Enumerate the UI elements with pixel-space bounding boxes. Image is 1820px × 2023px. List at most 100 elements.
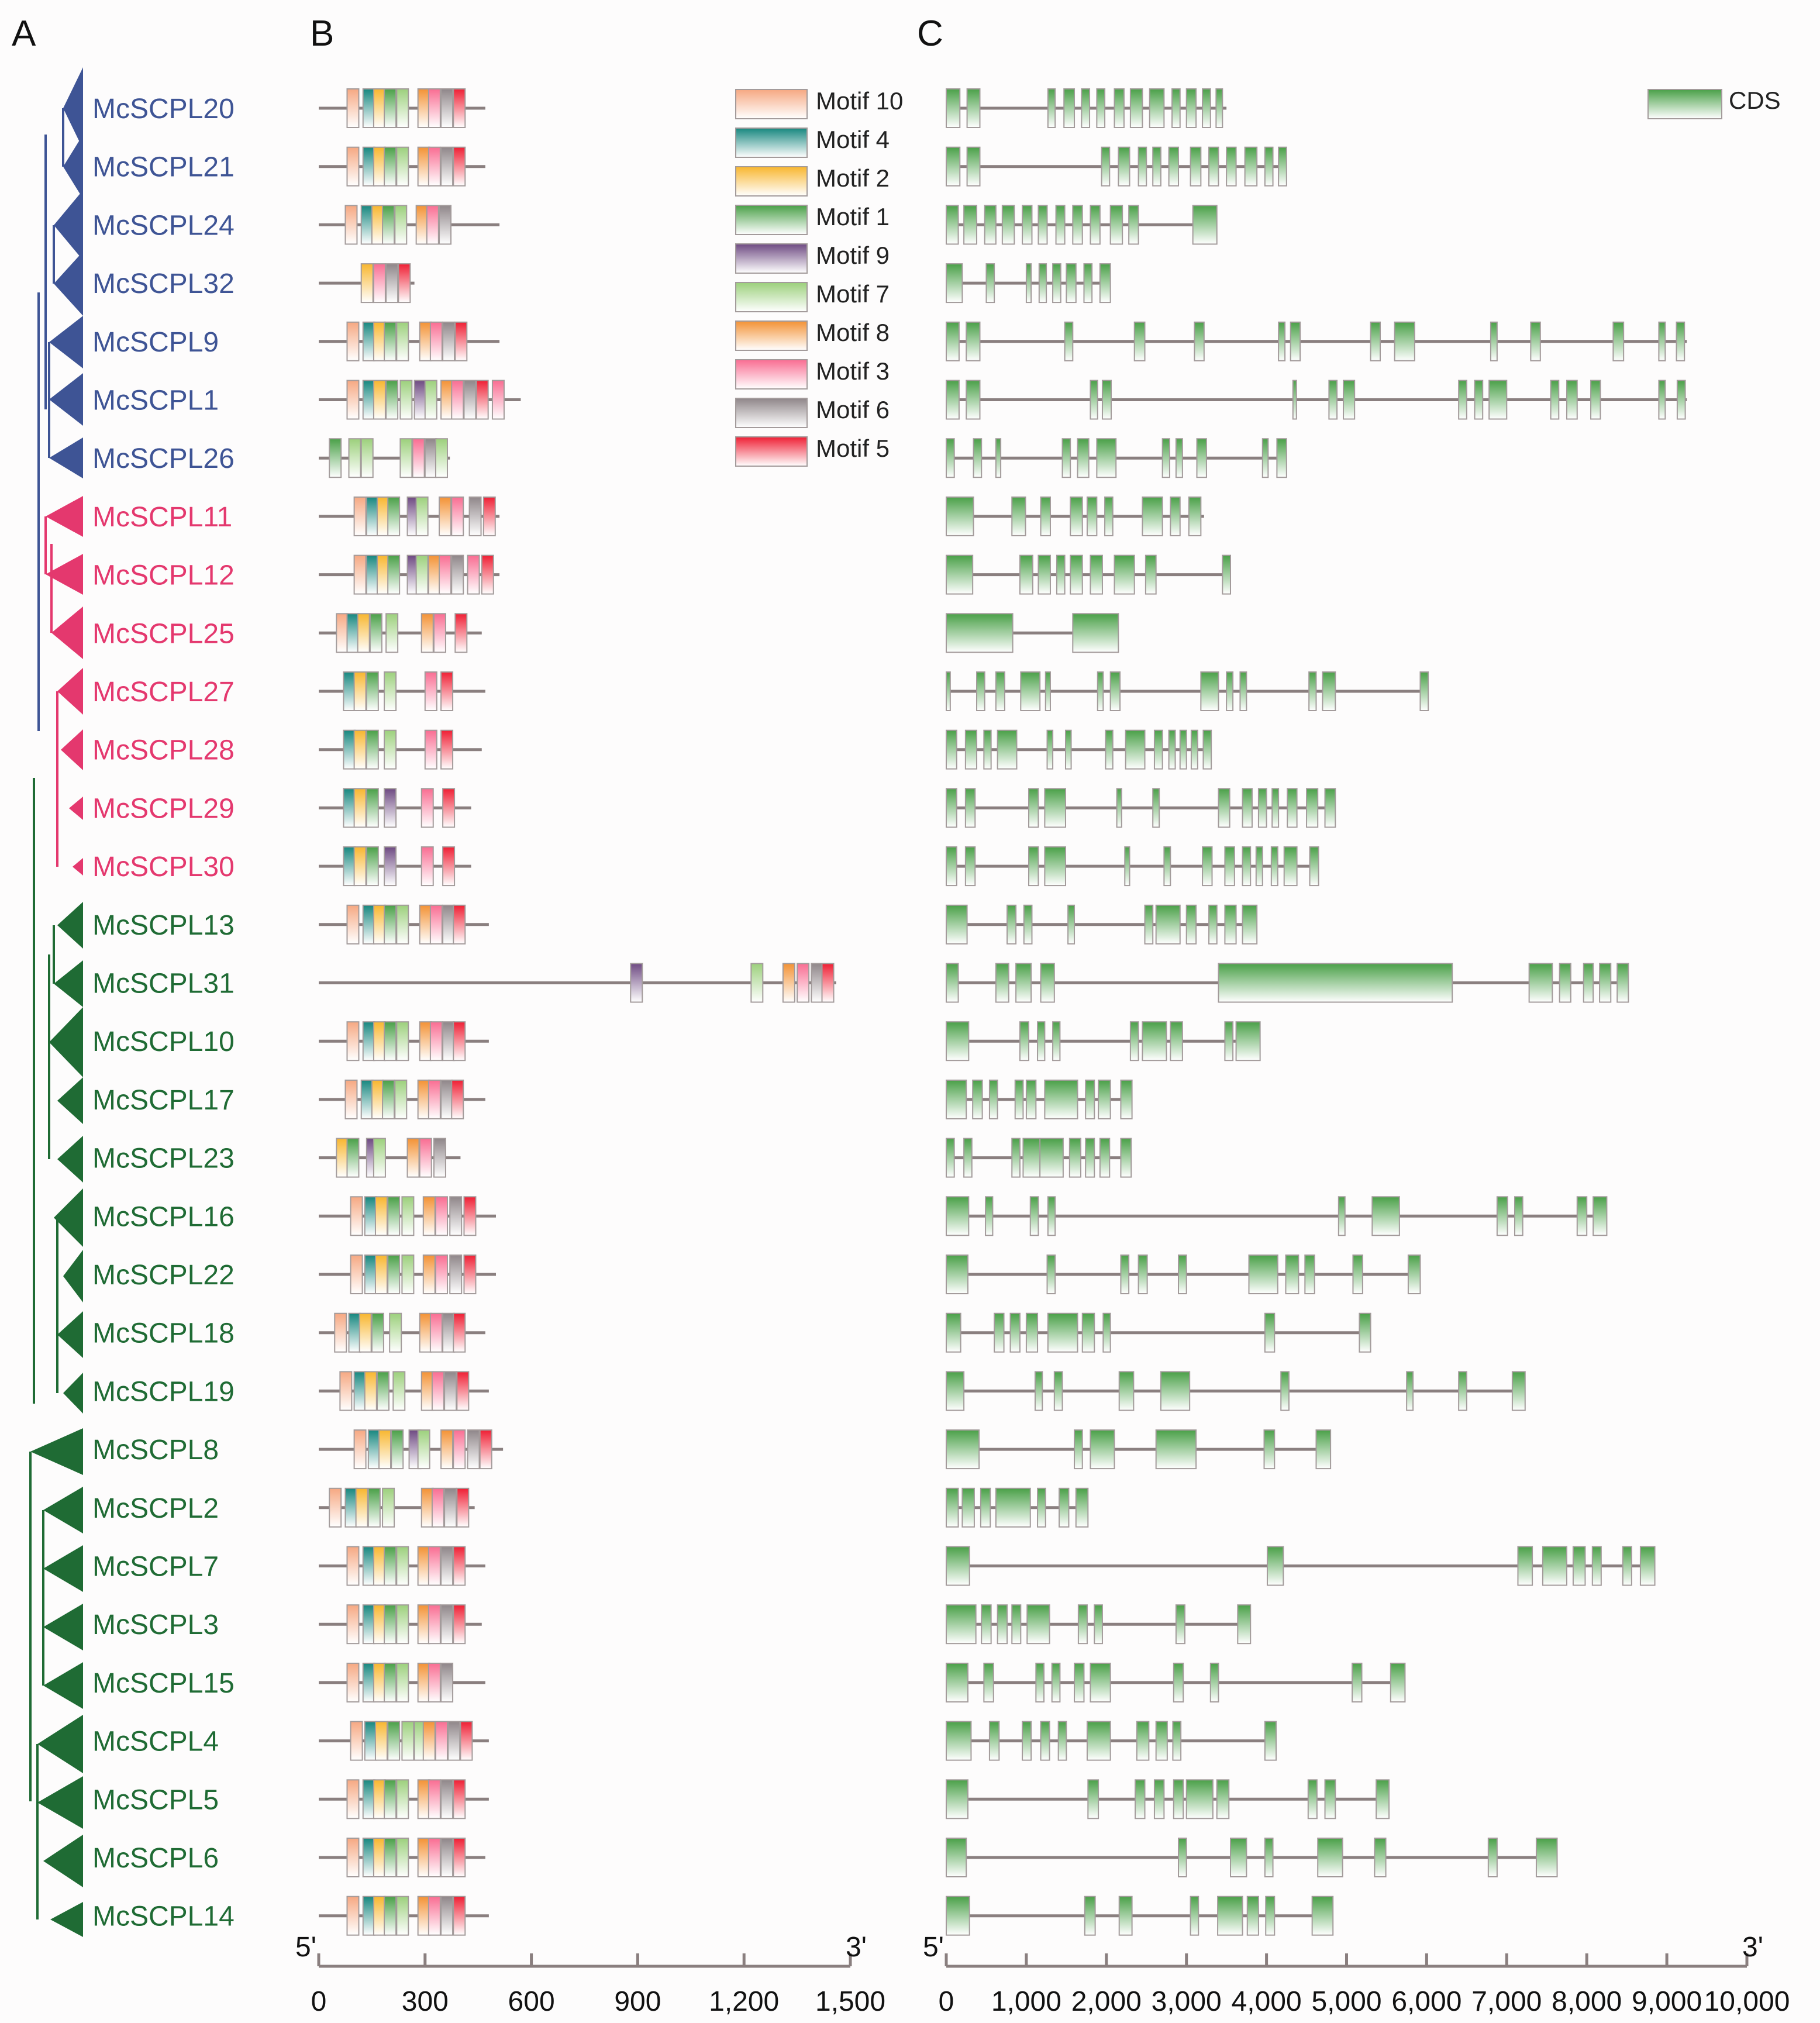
- motif-box: [429, 1021, 443, 1062]
- motif-box: [442, 321, 456, 361]
- gene-label: McSCPL8: [92, 1435, 219, 1466]
- cds-exon: [966, 321, 981, 361]
- motif-box: [750, 963, 764, 1003]
- motif-box: [344, 1487, 358, 1528]
- motif-box: [463, 1255, 477, 1294]
- cds-exon: [1309, 846, 1319, 887]
- cds-exon: [1226, 671, 1234, 711]
- cds-exon: [946, 554, 974, 595]
- motif-box: [359, 1312, 372, 1353]
- cds-exon: [946, 1662, 968, 1703]
- cds-exon: [1265, 1896, 1276, 1936]
- cds-exon: [983, 729, 992, 770]
- cds-exon: [1083, 263, 1093, 304]
- motif-box: [428, 554, 441, 595]
- cds-exon: [946, 1429, 980, 1470]
- axis-tick-label: 0: [939, 1986, 954, 2017]
- motif-box: [346, 1779, 360, 1819]
- cds-exon: [1257, 788, 1267, 828]
- cds-exon: [1170, 496, 1181, 536]
- cds-exon: [1038, 263, 1047, 304]
- legend-swatch-cds: [1647, 89, 1722, 119]
- cds-exon: [1590, 380, 1601, 420]
- cds-exon: [1246, 1896, 1259, 1936]
- cds-exon: [1037, 1021, 1046, 1062]
- motif-row: [319, 1779, 489, 1819]
- motif-box: [453, 1604, 466, 1645]
- motif-box: [440, 1779, 454, 1819]
- tree-clade: [57, 1077, 83, 1124]
- motif-box: [364, 1255, 377, 1294]
- gene-structure-row: [946, 1487, 1089, 1528]
- cds-exon: [1178, 1838, 1187, 1877]
- cds-exon: [1101, 380, 1112, 420]
- motif-box: [454, 321, 468, 361]
- motif-box: [371, 205, 384, 245]
- tree-clade: [43, 1604, 83, 1650]
- cds-exon: [1285, 1255, 1299, 1294]
- motif-box: [419, 1138, 432, 1178]
- motif-box: [428, 146, 441, 187]
- gene-structure-row: [946, 205, 1218, 245]
- legend-label: Motif 8: [816, 319, 890, 346]
- gene-structure-row: [946, 1662, 1406, 1703]
- motif-box: [366, 554, 379, 595]
- motif-box: [419, 904, 432, 945]
- gene-label: McSCPL28: [92, 735, 235, 766]
- cds-exon: [1266, 1546, 1284, 1586]
- motif-row: [319, 205, 500, 245]
- motif-box: [371, 1079, 384, 1119]
- motif-box: [396, 1604, 409, 1645]
- panel-label-c: C: [917, 13, 943, 54]
- panel-label-a: A: [12, 13, 36, 54]
- motif-box: [440, 1079, 454, 1119]
- motif-box: [373, 1838, 386, 1877]
- cds-exon: [1235, 1021, 1261, 1062]
- cds-exon: [946, 1138, 955, 1178]
- cds-exon: [1067, 904, 1076, 945]
- motif-row: [319, 1429, 504, 1470]
- motif-box: [385, 263, 399, 304]
- cds-exon: [1040, 1721, 1050, 1761]
- cds-exon: [1170, 1021, 1183, 1062]
- motif-box: [362, 1546, 375, 1586]
- cds-exon: [1064, 729, 1072, 770]
- motif-row: [319, 1721, 489, 1761]
- cds-exon: [1242, 846, 1252, 887]
- cds-exon: [1124, 846, 1130, 887]
- motif-box: [431, 1487, 444, 1528]
- cds-exon: [1046, 1255, 1056, 1294]
- motif-box: [453, 1021, 466, 1062]
- motif-box: [346, 380, 360, 420]
- motif-row: [319, 1021, 489, 1062]
- motif-box: [373, 88, 386, 128]
- cds-exon: [1052, 1021, 1061, 1062]
- gene-structure-row: [946, 554, 1231, 595]
- axis-tick-label: 600: [508, 1986, 555, 2017]
- motif-box: [428, 1546, 441, 1586]
- cds-exon: [1023, 904, 1033, 945]
- motif-box: [346, 1138, 360, 1178]
- motif-box: [366, 496, 379, 536]
- motif-box: [428, 1779, 441, 1819]
- gene-structure-row: [946, 263, 1111, 304]
- cds-exon: [1264, 1721, 1277, 1761]
- cds-exon: [1090, 554, 1103, 595]
- gene-label: McSCPL5: [92, 1784, 219, 1815]
- cds-exon: [1019, 1021, 1030, 1062]
- motif-box: [346, 904, 360, 945]
- cds-exon: [1077, 438, 1090, 478]
- motif-box: [366, 788, 379, 828]
- cds-exon: [1190, 1896, 1199, 1936]
- cds-exon: [1066, 263, 1077, 304]
- motif-box: [339, 1371, 353, 1411]
- motif-box: [447, 1721, 461, 1761]
- tree-clade: [61, 729, 83, 770]
- motif-box: [384, 1604, 397, 1645]
- legend-swatch: [735, 127, 808, 158]
- motif-row: [319, 1546, 485, 1586]
- motif-box: [399, 438, 413, 478]
- cds-exon: [972, 1079, 983, 1119]
- motif-box: [417, 1838, 430, 1877]
- cds-exon: [1307, 1779, 1318, 1819]
